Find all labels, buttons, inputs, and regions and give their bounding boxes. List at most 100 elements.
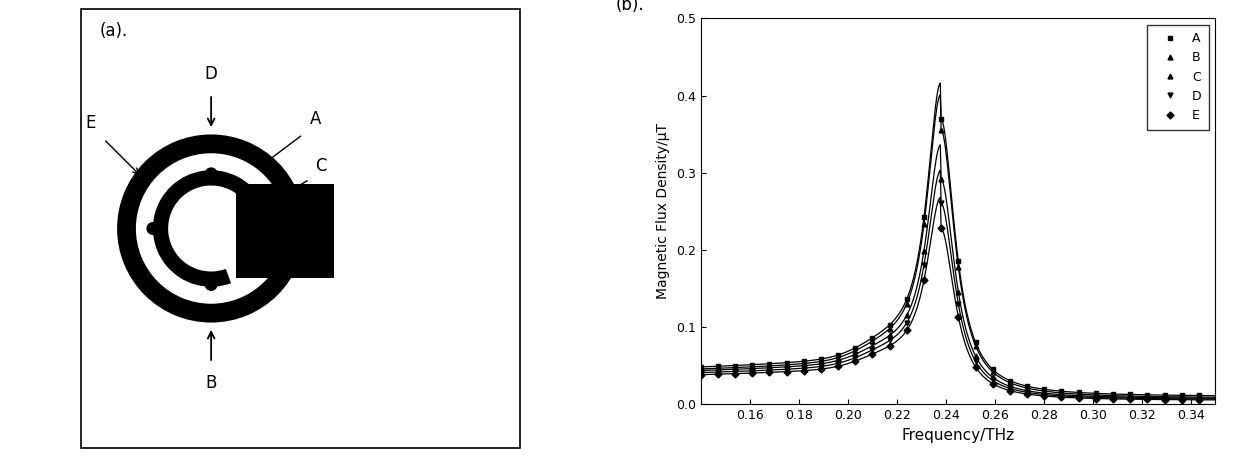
A: [1157, 393, 1172, 398]
C: [934, 176, 949, 182]
Legend: A, B, C, D, E: A, B, C, D, E: [1147, 25, 1209, 129]
E: [899, 328, 914, 333]
A: [882, 322, 897, 328]
B: [761, 363, 776, 369]
Y-axis label: Magnetic Flux Density/μT: Magnetic Flux Density/μT: [656, 123, 670, 299]
C: [848, 351, 863, 357]
E: [831, 363, 846, 369]
B: [968, 343, 983, 348]
B: [866, 338, 880, 344]
D: [882, 338, 897, 343]
E: [761, 370, 776, 375]
Line: A: A: [698, 117, 1202, 398]
E: [968, 364, 983, 370]
A: [693, 364, 708, 370]
A: [848, 345, 863, 351]
C: [728, 367, 743, 372]
X-axis label: Frequency/THz: Frequency/THz: [901, 428, 1014, 443]
Bar: [236, 184, 335, 278]
A: [1037, 387, 1052, 392]
A: [1192, 393, 1207, 398]
C: [866, 343, 880, 349]
Bar: [236, 226, 253, 266]
D: [831, 361, 846, 366]
D: [761, 367, 776, 373]
E: [779, 369, 794, 374]
Text: C: C: [315, 157, 327, 175]
B: [1174, 394, 1189, 400]
B: [899, 301, 914, 306]
D: [848, 355, 863, 361]
E: [728, 371, 743, 377]
C: [1054, 392, 1069, 398]
C: [1002, 383, 1017, 389]
Line: B: B: [698, 127, 1202, 399]
E: [1157, 397, 1172, 402]
Line: C: C: [698, 176, 1202, 400]
C: [1037, 390, 1052, 396]
D: [693, 370, 708, 375]
A: [1089, 391, 1104, 396]
B: [1122, 393, 1137, 399]
E: [1037, 393, 1052, 399]
A: [813, 356, 828, 362]
D: [711, 369, 725, 375]
D: [779, 367, 794, 372]
A: [1002, 378, 1017, 383]
Text: E: E: [86, 114, 95, 132]
C: [882, 333, 897, 338]
E: [1174, 397, 1189, 403]
C: [1192, 395, 1207, 401]
B: [728, 365, 743, 370]
D: [796, 366, 811, 371]
E: [1002, 388, 1017, 393]
Text: (b).: (b).: [616, 0, 645, 15]
B: [1054, 390, 1069, 396]
C: [1106, 394, 1121, 399]
D: [1019, 389, 1034, 395]
B: [916, 222, 931, 227]
B: [711, 366, 725, 371]
A: [986, 367, 1001, 372]
Circle shape: [246, 234, 257, 245]
Text: B: B: [206, 374, 217, 392]
D: [1157, 396, 1172, 401]
B: [779, 362, 794, 367]
A: [779, 360, 794, 366]
B: [1002, 380, 1017, 385]
A: [711, 363, 725, 369]
Text: D: D: [205, 65, 217, 83]
B: [831, 355, 846, 360]
B: [1037, 388, 1052, 394]
C: [693, 368, 708, 373]
E: [1019, 391, 1034, 397]
B: [796, 361, 811, 366]
E: [813, 367, 828, 372]
Wedge shape: [153, 170, 269, 287]
D: [968, 358, 983, 364]
Text: A: A: [310, 110, 321, 128]
C: [831, 358, 846, 363]
B: [693, 366, 708, 372]
A: [934, 116, 949, 122]
C: [916, 248, 931, 254]
D: [1122, 395, 1137, 401]
B: [745, 364, 760, 370]
E: [1140, 397, 1154, 402]
D: [934, 200, 949, 206]
C: [761, 365, 776, 371]
E: [916, 277, 931, 283]
B: [1192, 394, 1207, 400]
Circle shape: [206, 279, 217, 290]
D: [866, 347, 880, 353]
A: [916, 214, 931, 220]
Circle shape: [148, 223, 159, 234]
D: [1192, 396, 1207, 402]
D: [728, 369, 743, 374]
D: [899, 320, 914, 325]
A: [1071, 390, 1086, 395]
B: [1089, 392, 1104, 398]
E: [986, 381, 1001, 386]
C: [796, 363, 811, 368]
C: [711, 367, 725, 372]
